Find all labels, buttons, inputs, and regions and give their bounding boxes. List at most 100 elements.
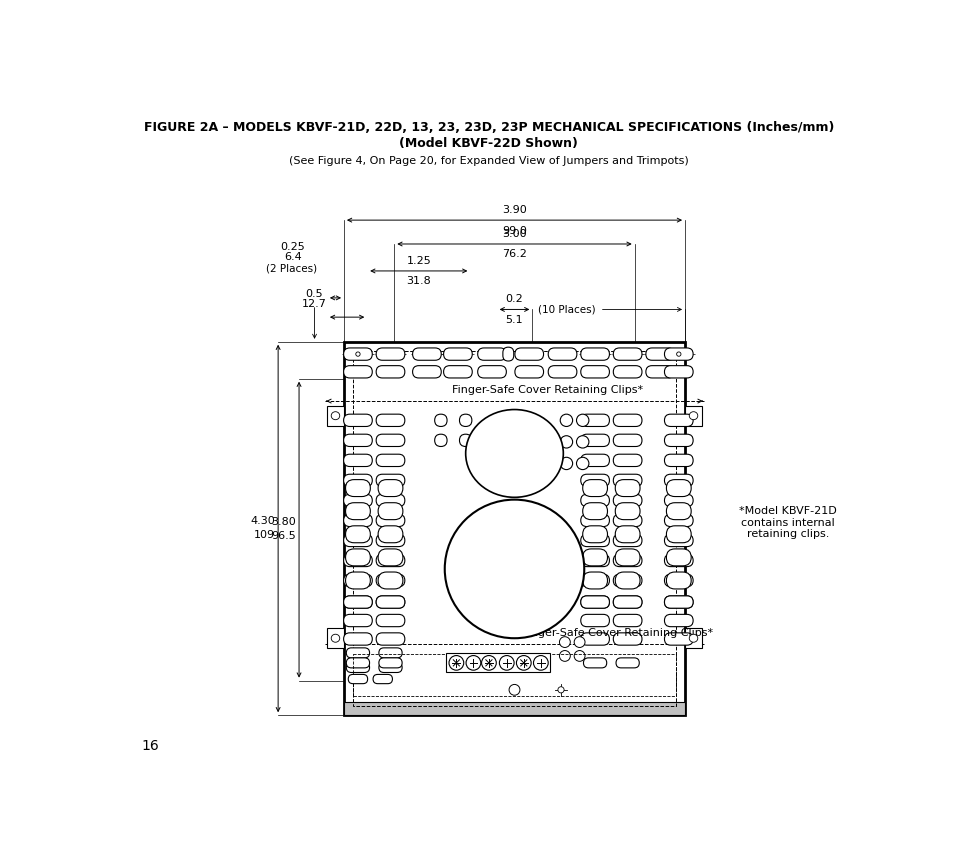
FancyBboxPatch shape bbox=[580, 554, 609, 567]
FancyBboxPatch shape bbox=[343, 554, 372, 567]
FancyBboxPatch shape bbox=[664, 515, 693, 527]
FancyBboxPatch shape bbox=[459, 414, 472, 426]
Bar bbox=[353, 351, 675, 706]
FancyBboxPatch shape bbox=[616, 658, 639, 668]
FancyBboxPatch shape bbox=[375, 515, 404, 527]
FancyBboxPatch shape bbox=[378, 648, 402, 658]
Text: 109: 109 bbox=[253, 530, 274, 539]
FancyBboxPatch shape bbox=[582, 572, 607, 589]
Ellipse shape bbox=[331, 411, 339, 420]
Ellipse shape bbox=[576, 457, 588, 470]
FancyBboxPatch shape bbox=[666, 503, 691, 520]
Text: 4.30: 4.30 bbox=[250, 515, 274, 526]
FancyBboxPatch shape bbox=[580, 575, 609, 587]
Ellipse shape bbox=[559, 414, 572, 426]
Ellipse shape bbox=[331, 634, 339, 643]
FancyBboxPatch shape bbox=[580, 414, 609, 426]
FancyBboxPatch shape bbox=[664, 494, 693, 507]
FancyBboxPatch shape bbox=[666, 479, 691, 497]
FancyBboxPatch shape bbox=[375, 633, 404, 645]
Bar bbox=[344, 342, 684, 716]
Bar bbox=[445, 653, 550, 672]
FancyBboxPatch shape bbox=[613, 494, 641, 507]
Text: 16: 16 bbox=[141, 739, 158, 753]
FancyBboxPatch shape bbox=[613, 348, 641, 360]
Ellipse shape bbox=[558, 637, 570, 648]
Ellipse shape bbox=[481, 655, 496, 670]
FancyBboxPatch shape bbox=[343, 534, 372, 546]
Ellipse shape bbox=[516, 655, 531, 670]
FancyBboxPatch shape bbox=[477, 366, 506, 378]
FancyBboxPatch shape bbox=[664, 596, 693, 608]
FancyBboxPatch shape bbox=[613, 596, 641, 608]
FancyBboxPatch shape bbox=[613, 434, 641, 447]
FancyBboxPatch shape bbox=[664, 434, 693, 447]
FancyBboxPatch shape bbox=[375, 534, 404, 546]
FancyBboxPatch shape bbox=[375, 494, 404, 507]
FancyBboxPatch shape bbox=[345, 572, 370, 589]
FancyBboxPatch shape bbox=[580, 515, 609, 527]
FancyBboxPatch shape bbox=[377, 503, 402, 520]
FancyBboxPatch shape bbox=[502, 347, 513, 361]
FancyBboxPatch shape bbox=[666, 572, 691, 589]
FancyBboxPatch shape bbox=[377, 479, 402, 497]
Text: 12.7: 12.7 bbox=[302, 300, 327, 309]
FancyBboxPatch shape bbox=[343, 434, 372, 447]
FancyBboxPatch shape bbox=[345, 503, 370, 520]
Text: 3.90: 3.90 bbox=[501, 204, 526, 215]
FancyBboxPatch shape bbox=[613, 515, 641, 527]
FancyBboxPatch shape bbox=[435, 434, 447, 447]
Text: 5.1: 5.1 bbox=[505, 315, 523, 325]
FancyBboxPatch shape bbox=[664, 575, 693, 587]
Text: 0.2: 0.2 bbox=[505, 294, 523, 304]
Ellipse shape bbox=[558, 686, 563, 693]
FancyBboxPatch shape bbox=[615, 549, 639, 566]
FancyBboxPatch shape bbox=[378, 662, 402, 673]
FancyBboxPatch shape bbox=[613, 575, 641, 587]
FancyBboxPatch shape bbox=[666, 549, 691, 566]
FancyBboxPatch shape bbox=[343, 494, 372, 507]
Text: Finger-Safe Cover Retaining Clips*: Finger-Safe Cover Retaining Clips* bbox=[452, 385, 643, 395]
FancyBboxPatch shape bbox=[580, 596, 609, 608]
FancyBboxPatch shape bbox=[515, 366, 543, 378]
FancyBboxPatch shape bbox=[375, 614, 404, 627]
FancyBboxPatch shape bbox=[615, 526, 639, 543]
FancyBboxPatch shape bbox=[343, 474, 372, 486]
Text: FIGURE 2A – MODELS KBVF-21D, 22D, 13, 23, 23D, 23P MECHANICAL SPECIFICATIONS (In: FIGURE 2A – MODELS KBVF-21D, 22D, 13, 23… bbox=[144, 121, 833, 134]
FancyBboxPatch shape bbox=[343, 454, 372, 466]
FancyBboxPatch shape bbox=[664, 414, 693, 426]
Ellipse shape bbox=[533, 655, 548, 670]
Ellipse shape bbox=[558, 650, 570, 661]
Bar bbox=[684, 628, 701, 649]
FancyBboxPatch shape bbox=[664, 614, 693, 627]
FancyBboxPatch shape bbox=[615, 479, 639, 497]
FancyBboxPatch shape bbox=[346, 648, 369, 658]
FancyBboxPatch shape bbox=[580, 366, 609, 378]
Text: 96.5: 96.5 bbox=[271, 531, 295, 541]
FancyBboxPatch shape bbox=[443, 366, 472, 378]
FancyBboxPatch shape bbox=[375, 348, 404, 360]
Ellipse shape bbox=[688, 634, 697, 643]
Text: (Model KBVF-22D Shown): (Model KBVF-22D Shown) bbox=[399, 137, 578, 150]
FancyBboxPatch shape bbox=[459, 434, 472, 447]
Bar bbox=[344, 702, 684, 716]
Ellipse shape bbox=[466, 655, 480, 670]
FancyBboxPatch shape bbox=[343, 575, 372, 587]
FancyBboxPatch shape bbox=[375, 474, 404, 486]
FancyBboxPatch shape bbox=[346, 658, 369, 668]
FancyBboxPatch shape bbox=[613, 366, 641, 378]
FancyBboxPatch shape bbox=[343, 348, 372, 360]
FancyBboxPatch shape bbox=[613, 633, 641, 645]
Text: 31.8: 31.8 bbox=[406, 277, 431, 286]
FancyBboxPatch shape bbox=[580, 494, 609, 507]
FancyBboxPatch shape bbox=[345, 549, 370, 566]
FancyBboxPatch shape bbox=[373, 674, 392, 684]
FancyBboxPatch shape bbox=[343, 515, 372, 527]
Ellipse shape bbox=[688, 411, 697, 420]
Bar bbox=[327, 628, 344, 649]
FancyBboxPatch shape bbox=[343, 366, 372, 378]
Text: 3.00: 3.00 bbox=[501, 228, 526, 239]
Text: (10 Places): (10 Places) bbox=[537, 304, 595, 314]
FancyBboxPatch shape bbox=[583, 658, 606, 668]
FancyBboxPatch shape bbox=[377, 549, 402, 566]
